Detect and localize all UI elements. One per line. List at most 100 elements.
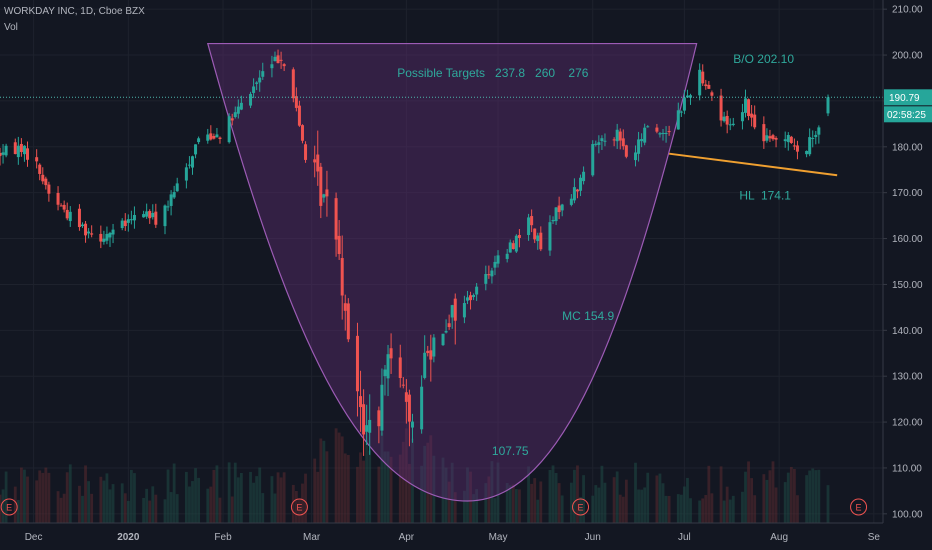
price-tick-label: 140.00 [892,326,923,337]
volume-bar [814,470,818,523]
candle [603,133,607,147]
candlesticks [0,49,830,456]
volume-bar [603,482,607,523]
volume-bar [133,473,136,523]
volume-bar [789,466,793,523]
candle [261,62,265,80]
volume-bar [527,466,530,523]
candle [169,190,173,216]
candle [505,248,509,263]
volume-bar [408,463,411,523]
candle [99,225,103,249]
volume-bar [484,483,488,523]
time-tick-label: Dec [25,532,43,543]
candle [212,133,216,140]
volume-bar [655,475,659,523]
earnings-marker[interactable]: E [0,498,18,516]
candle [120,218,124,231]
candle [811,130,815,148]
volume-bar [401,441,405,523]
volume-bar [753,495,757,523]
volume-bar [59,497,63,523]
volume-bar [65,472,69,523]
candle [575,188,579,199]
candle [679,110,683,117]
volume-bar [218,497,222,523]
price-tick-label: 130.00 [892,372,923,383]
volume-bar [209,486,213,523]
volume-bar [792,468,796,523]
time-axis[interactable] [0,523,883,550]
candle [313,145,317,178]
price-tick-label: 210.00 [892,5,923,16]
candle [111,223,115,244]
candle [551,216,555,225]
volume-bar [111,484,115,523]
earnings-marker[interactable]: E [572,498,590,516]
candle [664,126,668,143]
volume-bar [145,488,149,523]
price-tick-label: 200.00 [892,51,923,62]
candle [209,125,213,141]
candle [0,147,2,166]
candle [710,90,714,101]
volume-bar [120,483,124,523]
volume-bar [230,496,234,523]
volume-bar [450,462,454,523]
volume-indicator-label[interactable]: Vol [4,22,18,33]
candle [646,125,650,128]
volume-bar [298,498,301,523]
volume-bar [640,489,644,523]
volume-bar [169,492,173,523]
candle [377,406,381,444]
earnings-marker[interactable]: E [290,498,308,516]
candle [102,230,106,245]
symbol-title[interactable]: WORKDAY INC, 1D, Cboe BZX [4,6,145,17]
candle [175,177,179,192]
volume-bar [469,471,472,523]
volume-bar [191,481,194,523]
candle [731,117,735,127]
candle [774,136,778,148]
volume-bar [148,500,152,523]
candle [661,129,665,141]
volume-bar [19,467,23,523]
volume-bar [683,486,686,523]
candle [38,163,42,181]
volume-bar [84,465,87,523]
volume-bar [569,482,573,523]
candle [233,106,237,119]
candle [771,133,775,141]
candle [249,91,253,109]
volume-bar [154,494,158,523]
volume-bar [505,482,509,523]
candle [44,176,48,190]
candle [252,78,256,99]
volume-bar [365,440,369,523]
volume-bar [215,465,219,523]
volume-bar [194,468,197,523]
earnings-marker[interactable]: E [850,498,868,516]
volume-bar [698,500,702,523]
volume-bar [496,462,500,523]
candle [707,81,711,90]
candle [533,228,537,244]
annotation-mc: MC 154.9 [562,309,614,323]
candle [530,209,534,233]
volume-bar [686,477,689,523]
candle [184,163,188,189]
volume-bar [621,496,625,523]
candle [789,135,793,144]
volume-bar [796,495,799,523]
candle [304,141,308,163]
volume-bar [44,467,48,523]
candle [582,166,586,185]
candle [386,344,390,397]
volume-bar [62,493,66,523]
candle [148,209,152,224]
candle [722,111,726,123]
candle [637,131,641,162]
volume-bar [35,480,39,523]
